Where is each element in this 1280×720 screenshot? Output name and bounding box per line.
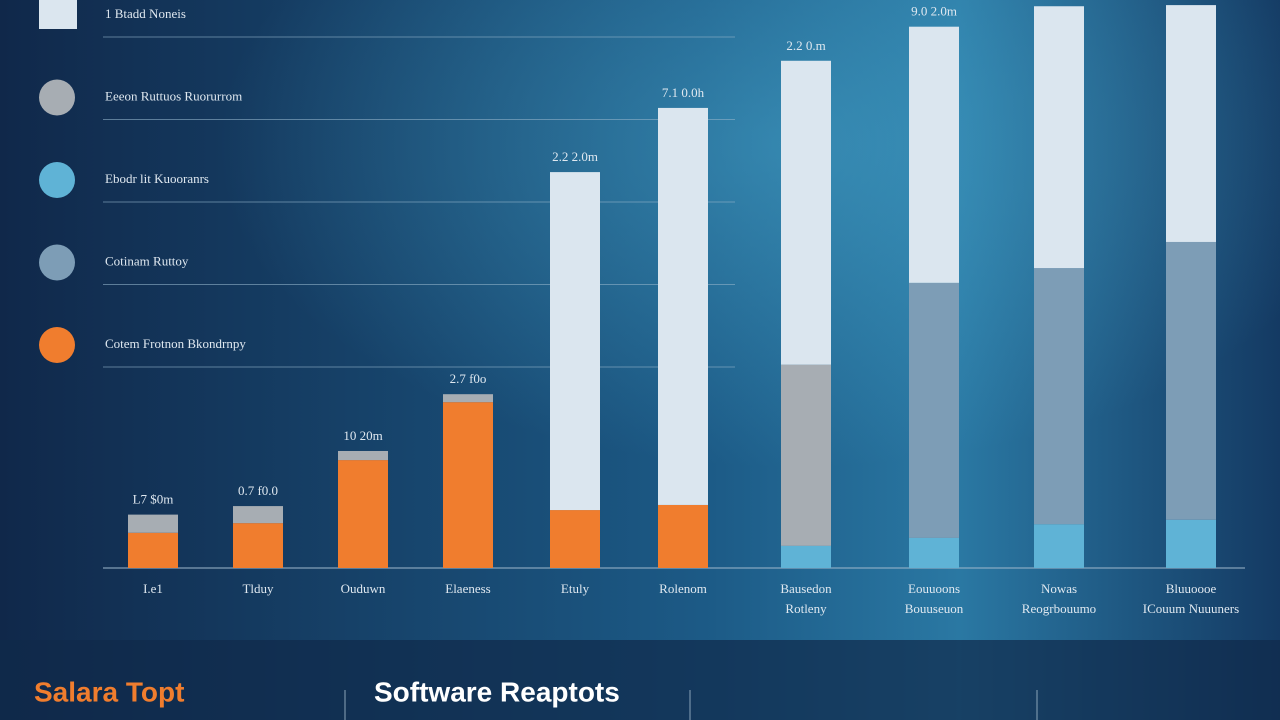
legend-swatch [39, 244, 75, 281]
legend-swatch [39, 79, 75, 116]
legend-label: Cotinam Ruttoy [105, 253, 189, 268]
data-label: 2.2 0.m [786, 38, 825, 53]
data-label: 10 20m [343, 428, 382, 443]
x-tick-label: Tlduy [242, 581, 274, 596]
bar-segment [443, 394, 493, 403]
bar-segment [233, 523, 283, 568]
x-tick-label: Bluuoooe [1166, 581, 1217, 596]
legend-label: Ebodr lit Kuooranrs [105, 171, 209, 186]
bar-segment [909, 282, 959, 538]
subtitle: Salara Topt [34, 676, 184, 707]
x-tick-label: Bausedon [780, 581, 832, 596]
bar-segment [1034, 268, 1084, 525]
x-tick-label: ICouum Nuuuners [1143, 601, 1239, 616]
bar-segment [550, 510, 600, 568]
x-tick-label: Bouuseuon [905, 601, 964, 616]
x-tick-label: Etuly [561, 581, 590, 596]
x-tick-label: Elaeness [445, 581, 490, 596]
data-label: 2.7 f0o [450, 371, 487, 386]
bar-segment [338, 450, 388, 461]
x-tick-label: Ouduwn [341, 581, 386, 596]
bar-segment [338, 460, 388, 568]
legend-swatch [39, 327, 75, 363]
bar-segment [550, 172, 600, 511]
data-label: L7 $0m [133, 492, 174, 507]
bar-segment [1166, 5, 1216, 242]
legend-label: 1 Btadd Noneis [105, 6, 186, 21]
legend-swatch [39, 162, 75, 198]
legend-label: Cotem Frotnon Bkondrnpy [105, 336, 246, 351]
bar-segment [909, 26, 959, 283]
bar-segment [233, 506, 283, 524]
bar-segment [128, 514, 178, 533]
bar-segment [1034, 524, 1084, 568]
footer-band [0, 640, 1280, 720]
bar-segment [781, 364, 831, 546]
x-tick-label: Reogrbouumo [1022, 601, 1096, 616]
bar-segment [443, 402, 493, 568]
bar-segment [909, 537, 959, 568]
bar-segment [1166, 519, 1216, 568]
data-label: 9.0 2.0m [911, 4, 957, 19]
chart-title: Software Reaptots [374, 676, 620, 707]
legend-label: Eeeon Ruttuos Ruorurrom [105, 88, 242, 103]
bar-segment [781, 545, 831, 568]
bar-segment [781, 60, 831, 365]
bar-segment [1034, 6, 1084, 269]
legend-swatch [39, 0, 77, 29]
bar-segment [1166, 241, 1216, 520]
bar-segment [658, 107, 708, 505]
x-tick-label: Rotleny [785, 601, 827, 616]
data-label: 0.7 f0.0 [238, 483, 278, 498]
x-tick-label: Nowas [1041, 581, 1077, 596]
data-label: 2.2 2.0m [552, 149, 598, 164]
x-tick-label: I.e1 [143, 581, 163, 596]
bar-segment [658, 504, 708, 568]
bar-segment [128, 532, 178, 568]
x-tick-label: Rolenom [659, 581, 707, 596]
x-tick-label: Eouuoons [908, 581, 960, 596]
data-label: 7.1 0.0h [662, 85, 705, 100]
